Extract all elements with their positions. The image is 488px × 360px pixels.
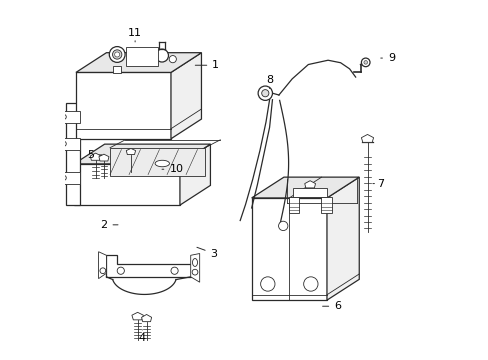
Text: 10: 10 bbox=[162, 164, 183, 174]
Circle shape bbox=[155, 49, 168, 62]
Polygon shape bbox=[132, 312, 143, 320]
Polygon shape bbox=[142, 315, 151, 321]
Text: 3: 3 bbox=[197, 247, 217, 258]
Polygon shape bbox=[106, 255, 190, 277]
Text: 5: 5 bbox=[86, 150, 102, 160]
Polygon shape bbox=[126, 148, 135, 154]
Circle shape bbox=[363, 60, 367, 64]
Ellipse shape bbox=[155, 160, 169, 167]
Polygon shape bbox=[110, 148, 204, 176]
Circle shape bbox=[278, 221, 287, 230]
Circle shape bbox=[260, 277, 274, 291]
Polygon shape bbox=[59, 172, 80, 184]
Polygon shape bbox=[59, 138, 80, 149]
Polygon shape bbox=[320, 197, 331, 213]
Polygon shape bbox=[292, 188, 326, 197]
Text: 1: 1 bbox=[195, 60, 219, 70]
Text: 9: 9 bbox=[380, 53, 394, 63]
Polygon shape bbox=[99, 154, 109, 161]
Polygon shape bbox=[171, 53, 201, 139]
Polygon shape bbox=[251, 198, 326, 300]
Circle shape bbox=[361, 58, 369, 67]
Circle shape bbox=[112, 50, 122, 59]
Polygon shape bbox=[99, 252, 106, 279]
Circle shape bbox=[261, 90, 268, 97]
Polygon shape bbox=[304, 181, 315, 188]
Polygon shape bbox=[361, 134, 373, 142]
Circle shape bbox=[117, 267, 124, 274]
Polygon shape bbox=[74, 164, 180, 205]
Text: 7: 7 bbox=[372, 179, 384, 189]
Circle shape bbox=[171, 267, 178, 274]
Polygon shape bbox=[59, 111, 80, 123]
Text: 8: 8 bbox=[265, 75, 273, 89]
Circle shape bbox=[61, 141, 66, 146]
Circle shape bbox=[61, 175, 66, 180]
Circle shape bbox=[258, 86, 272, 100]
Polygon shape bbox=[76, 72, 171, 139]
Circle shape bbox=[109, 46, 125, 62]
Bar bbox=[126, 46, 158, 66]
Text: 6: 6 bbox=[322, 301, 341, 311]
Text: 11: 11 bbox=[128, 28, 142, 42]
Circle shape bbox=[192, 269, 198, 275]
Circle shape bbox=[303, 277, 317, 291]
Polygon shape bbox=[180, 144, 210, 205]
Circle shape bbox=[115, 52, 120, 57]
Polygon shape bbox=[76, 53, 201, 72]
Polygon shape bbox=[251, 177, 359, 198]
Polygon shape bbox=[66, 103, 80, 205]
Polygon shape bbox=[326, 177, 359, 300]
Polygon shape bbox=[288, 197, 299, 213]
Text: 2: 2 bbox=[100, 220, 118, 230]
Polygon shape bbox=[190, 253, 199, 282]
Circle shape bbox=[169, 55, 176, 63]
Circle shape bbox=[61, 114, 66, 120]
Ellipse shape bbox=[192, 258, 197, 266]
Polygon shape bbox=[90, 153, 101, 160]
Circle shape bbox=[100, 268, 105, 274]
FancyBboxPatch shape bbox=[113, 66, 121, 73]
Text: 4: 4 bbox=[139, 330, 145, 343]
Polygon shape bbox=[74, 144, 210, 164]
